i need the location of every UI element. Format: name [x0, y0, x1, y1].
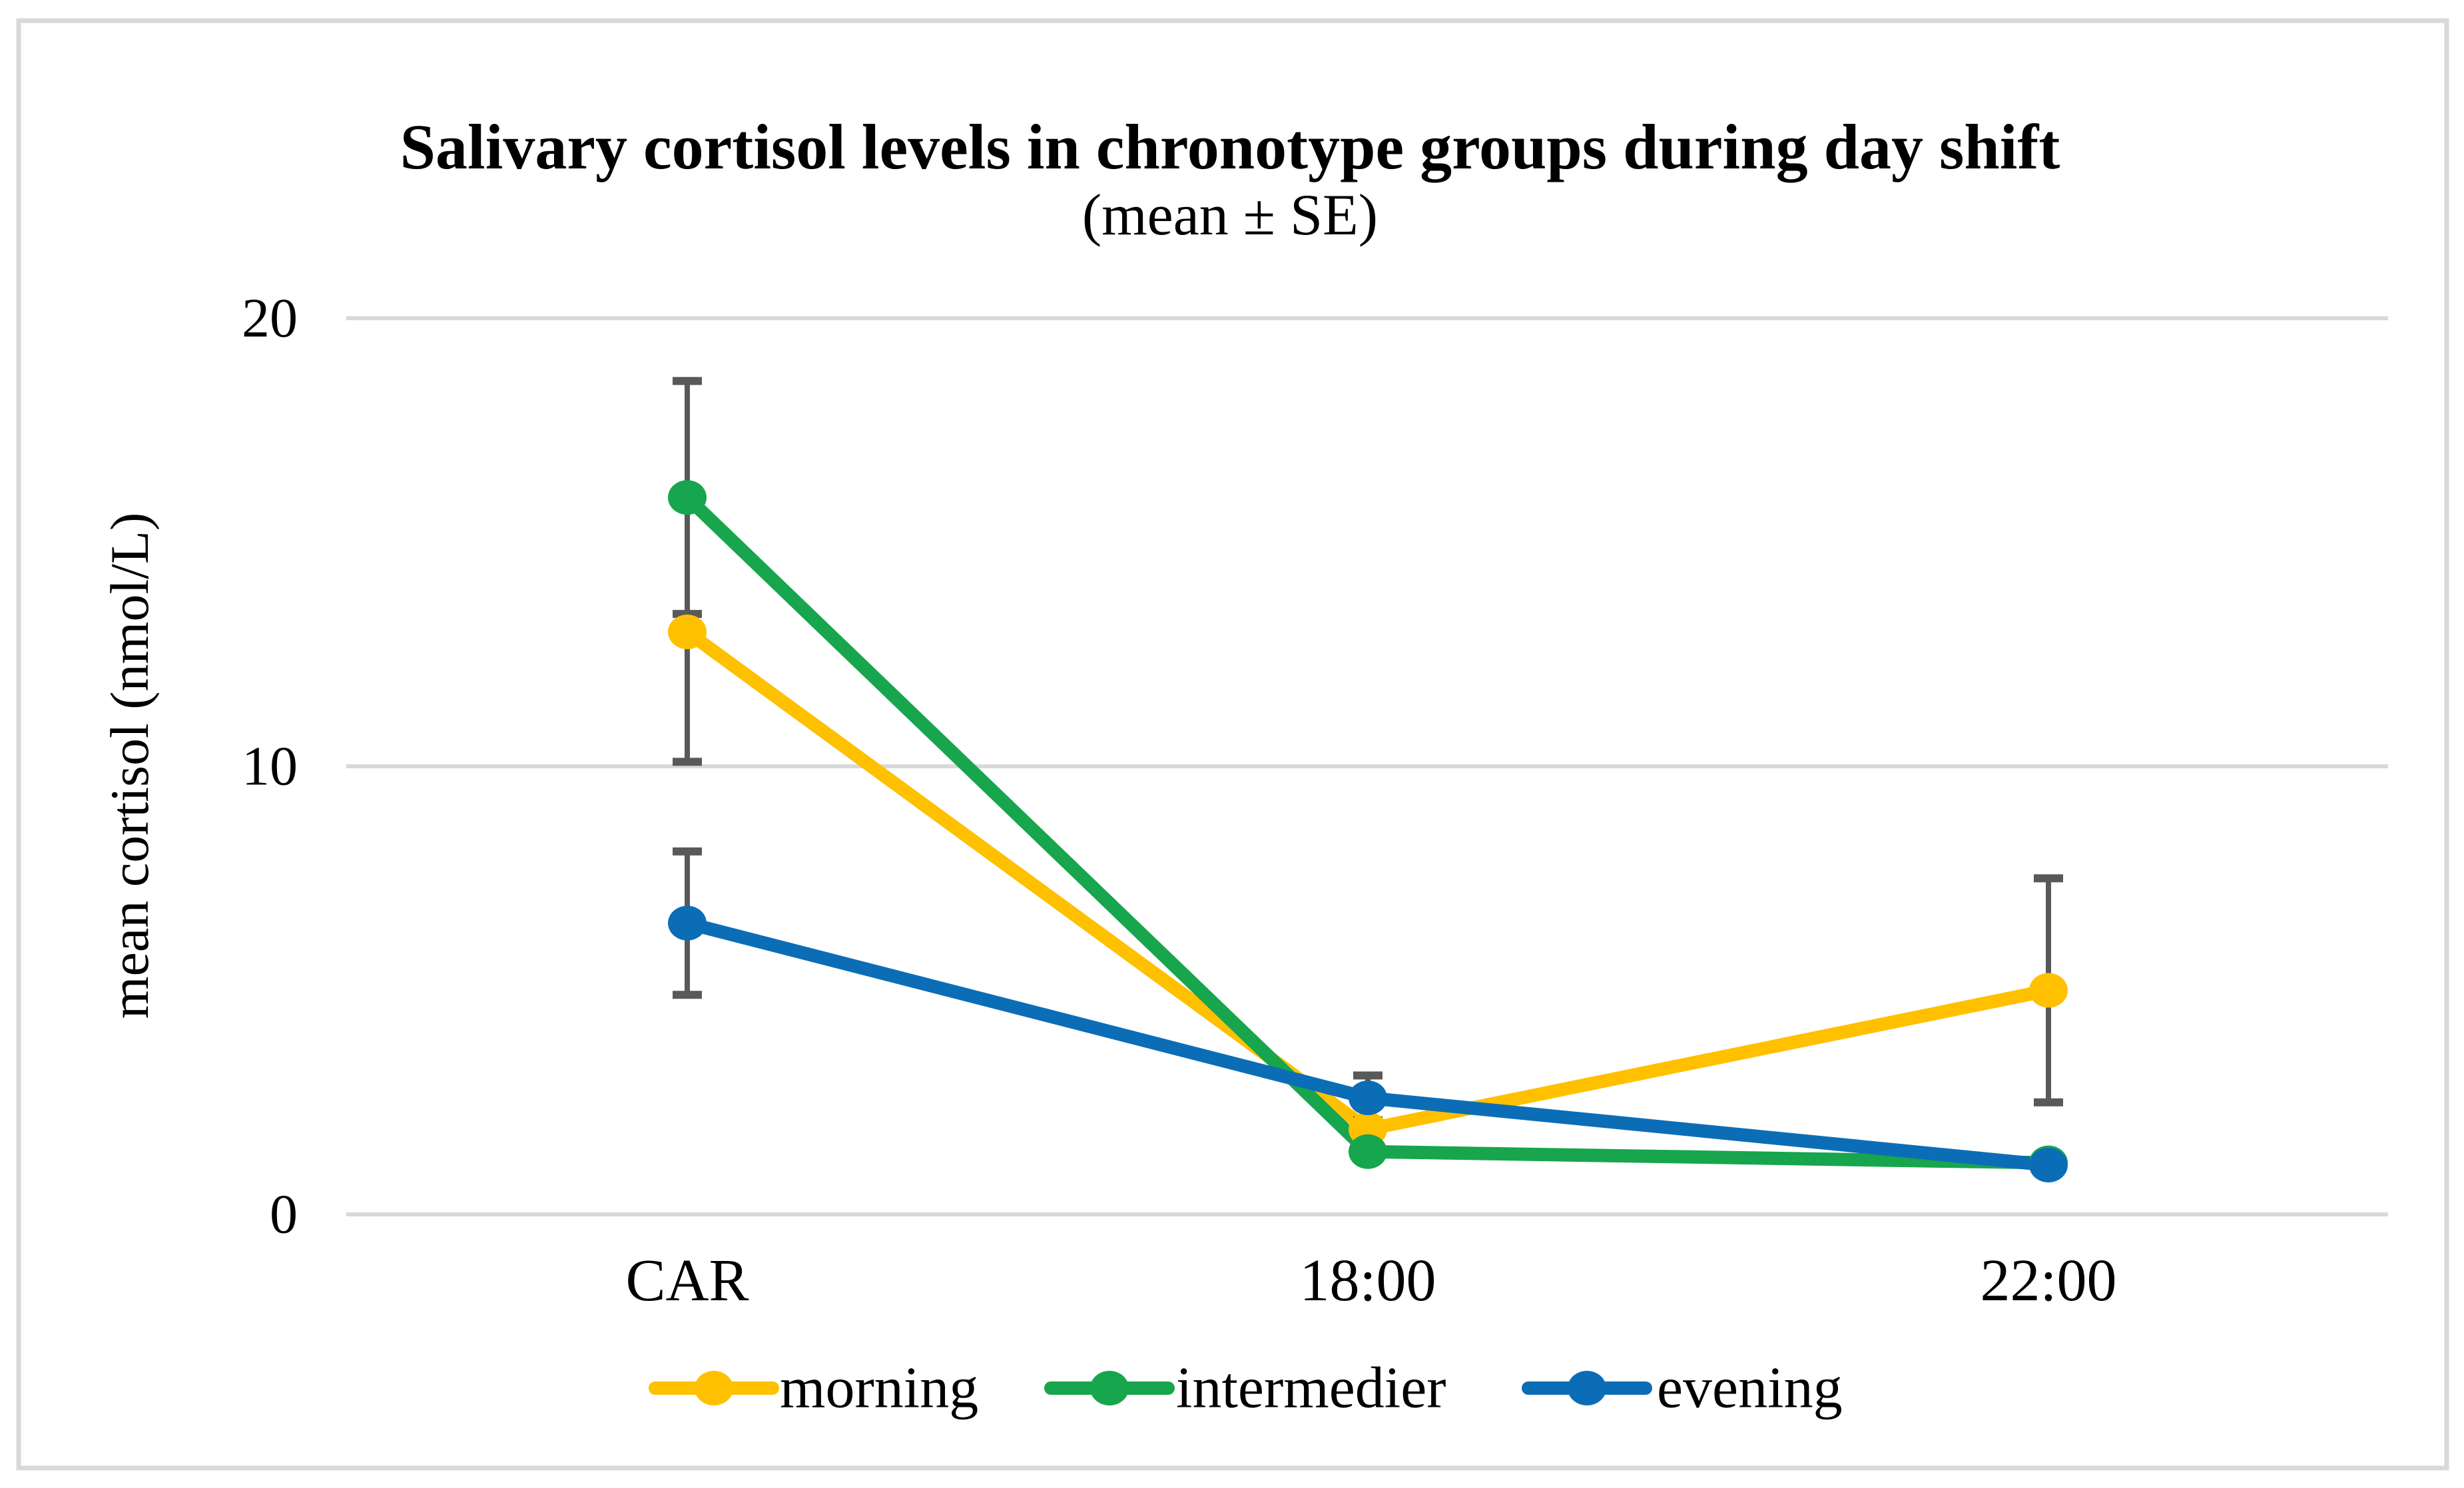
marker-morning-CAR — [668, 615, 707, 650]
legend-marker — [1090, 1371, 1129, 1405]
legend-marker — [695, 1371, 733, 1405]
legend-item-morning: morning — [649, 1356, 978, 1421]
legend-item-intermedier: intermedier — [1044, 1356, 1446, 1421]
legend-item-evening: evening — [1522, 1356, 1843, 1421]
marker-evening-CAR — [668, 905, 707, 941]
marker-intermedier-CAR — [668, 480, 707, 515]
y-tick-label: 0 — [270, 1184, 298, 1246]
y-axis-title: mean cortisol (nmol/L) — [99, 513, 160, 1019]
legend-marker — [1568, 1371, 1606, 1405]
legend-label-intermedier: intermedier — [1176, 1356, 1446, 1421]
y-tick-label: 20 — [242, 288, 298, 350]
chart-subtitle: (mean ± SE) — [1082, 183, 1378, 248]
y-tick-label: 10 — [242, 736, 298, 798]
x-category-label: 22:00 — [1980, 1248, 2116, 1314]
marker-morning-22:00 — [2029, 973, 2068, 1008]
x-category-label: 18:00 — [1299, 1248, 1436, 1314]
plot-area: 0 10 20 CAR 18:00 22:00 morning intermedier even… — [242, 288, 2388, 1421]
legend-label-evening: evening — [1657, 1356, 1843, 1421]
series-line-intermedier — [681, 491, 2055, 1170]
chart-frame — [16, 18, 2449, 1471]
marker-evening-22:00 — [2029, 1147, 2068, 1182]
series-line-morning — [681, 625, 2055, 1136]
chart-title: Salivary cortisol levels in chronotype g… — [400, 111, 2060, 182]
x-category-label: CAR — [625, 1248, 749, 1314]
marker-intermedier-18:00 — [1349, 1134, 1387, 1169]
marker-evening-18:00 — [1349, 1081, 1387, 1116]
legend-label-morning: morning — [780, 1356, 978, 1421]
